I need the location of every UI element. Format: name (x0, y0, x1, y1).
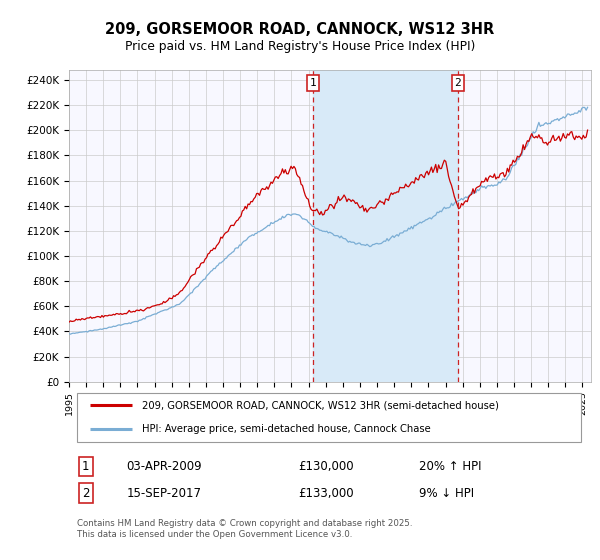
Text: 15-SEP-2017: 15-SEP-2017 (127, 487, 202, 500)
Text: 1: 1 (310, 78, 316, 88)
Text: 03-APR-2009: 03-APR-2009 (127, 460, 202, 473)
Text: 209, GORSEMOOR ROAD, CANNOCK, WS12 3HR (semi-detached house): 209, GORSEMOOR ROAD, CANNOCK, WS12 3HR (… (142, 400, 499, 410)
Text: 2: 2 (454, 78, 461, 88)
Text: 9% ↓ HPI: 9% ↓ HPI (419, 487, 474, 500)
Text: HPI: Average price, semi-detached house, Cannock Chase: HPI: Average price, semi-detached house,… (142, 424, 431, 434)
Text: £130,000: £130,000 (299, 460, 355, 473)
FancyBboxPatch shape (77, 393, 581, 442)
Text: Price paid vs. HM Land Registry's House Price Index (HPI): Price paid vs. HM Land Registry's House … (125, 40, 475, 53)
Text: £133,000: £133,000 (299, 487, 355, 500)
Bar (313, 70, 458, 382)
Text: 2: 2 (82, 487, 89, 500)
Text: Contains HM Land Registry data © Crown copyright and database right 2025.
This d: Contains HM Land Registry data © Crown c… (77, 519, 412, 539)
Text: 1: 1 (82, 460, 89, 473)
Text: 209, GORSEMOOR ROAD, CANNOCK, WS12 3HR: 209, GORSEMOOR ROAD, CANNOCK, WS12 3HR (106, 22, 494, 38)
Text: 20% ↑ HPI: 20% ↑ HPI (419, 460, 481, 473)
